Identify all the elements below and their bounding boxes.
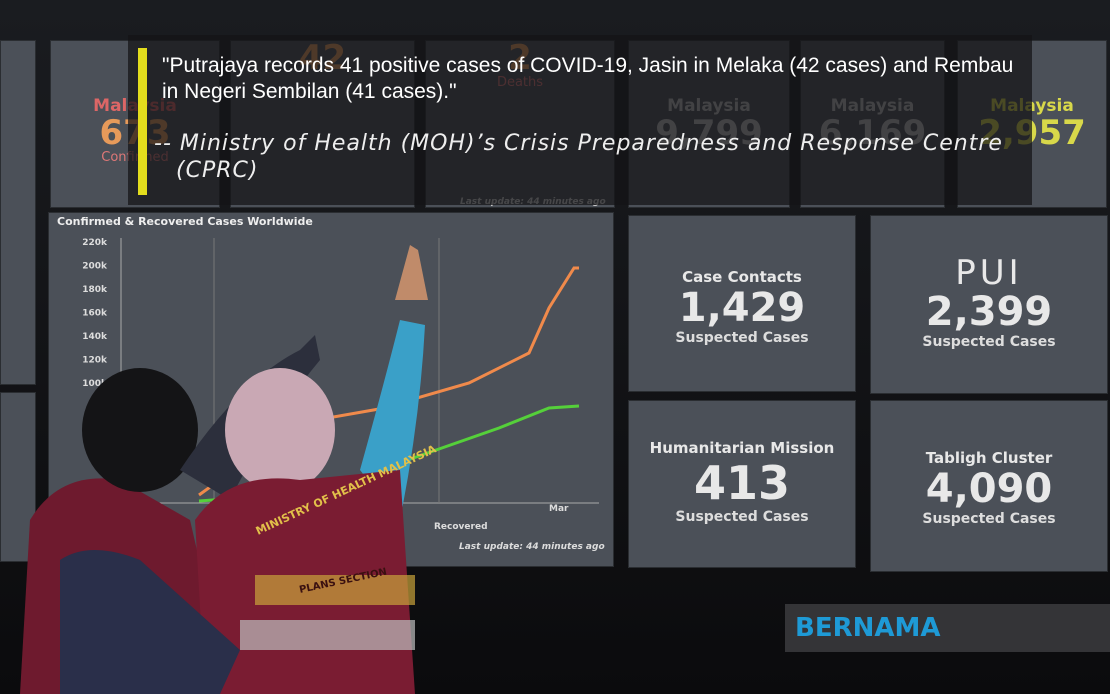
chart: Confirmed & Recovered Cases Worldwide Ma… (57, 215, 605, 552)
y-tick-label: 100k (82, 379, 108, 389)
panel-title: Humanitarian Mission (649, 439, 835, 457)
hijab (225, 368, 335, 492)
panel-value: 2,399 (925, 289, 1053, 335)
stat-panel: PUI 2,399 Suspected Cases (870, 215, 1108, 394)
panel-value: 4,090 (925, 466, 1053, 512)
arm (360, 320, 425, 520)
hijab (82, 368, 198, 492)
arm (60, 550, 240, 694)
panel-title: Case Contacts (682, 268, 802, 286)
panel-caption: Suspected Cases (922, 334, 1056, 350)
y-tick-label: 220k (82, 238, 108, 248)
y-tick-label: 160k (82, 309, 108, 319)
stat-panel: Tabligh Cluster 4,090 Suspected Cases (870, 400, 1108, 572)
panel-title: PUI (955, 253, 1023, 293)
y-tick-label: 180k (82, 285, 108, 295)
chart-title: Confirmed & Recovered Cases Worldwide (57, 215, 313, 228)
accent-bar (138, 48, 147, 195)
panel-caption: Suspected Cases (922, 511, 1056, 527)
legend: Recovered (434, 522, 488, 532)
reflective-band (240, 620, 415, 650)
quote-text: "Putrajaya records 41 positive cases of … (162, 54, 1014, 103)
panel-caption: Suspected Cases (675, 330, 809, 346)
quote-box: "Putrajaya records 41 positive cases of … (128, 35, 1032, 205)
quote-attribution: -- Ministry of Health (MOH)’s Crisis Pre… (154, 131, 1003, 183)
screen-edge (0, 40, 36, 385)
stat-panel: Humanitarian Mission 413 Suspected Cases (628, 400, 856, 568)
logo: BERNAMA (785, 604, 1110, 652)
y-tick-label: 140k (82, 332, 108, 342)
stat-panel: Case Contacts 1,429 Suspected Cases (628, 215, 856, 392)
panel-value: 1,429 (678, 285, 806, 331)
panel-title: Tabligh Cluster (925, 449, 1053, 467)
update: Last update: 44 minutes ago (459, 542, 605, 552)
panel-value: 413 (693, 456, 791, 510)
panel-caption: Suspected Cases (675, 509, 809, 525)
vest-band (255, 575, 415, 605)
y-tick-label: 120k (82, 356, 108, 366)
screen-edge (0, 392, 36, 562)
hand (395, 245, 428, 300)
y-tick-label: 200k (82, 262, 108, 272)
x-label: Mar (549, 504, 569, 514)
